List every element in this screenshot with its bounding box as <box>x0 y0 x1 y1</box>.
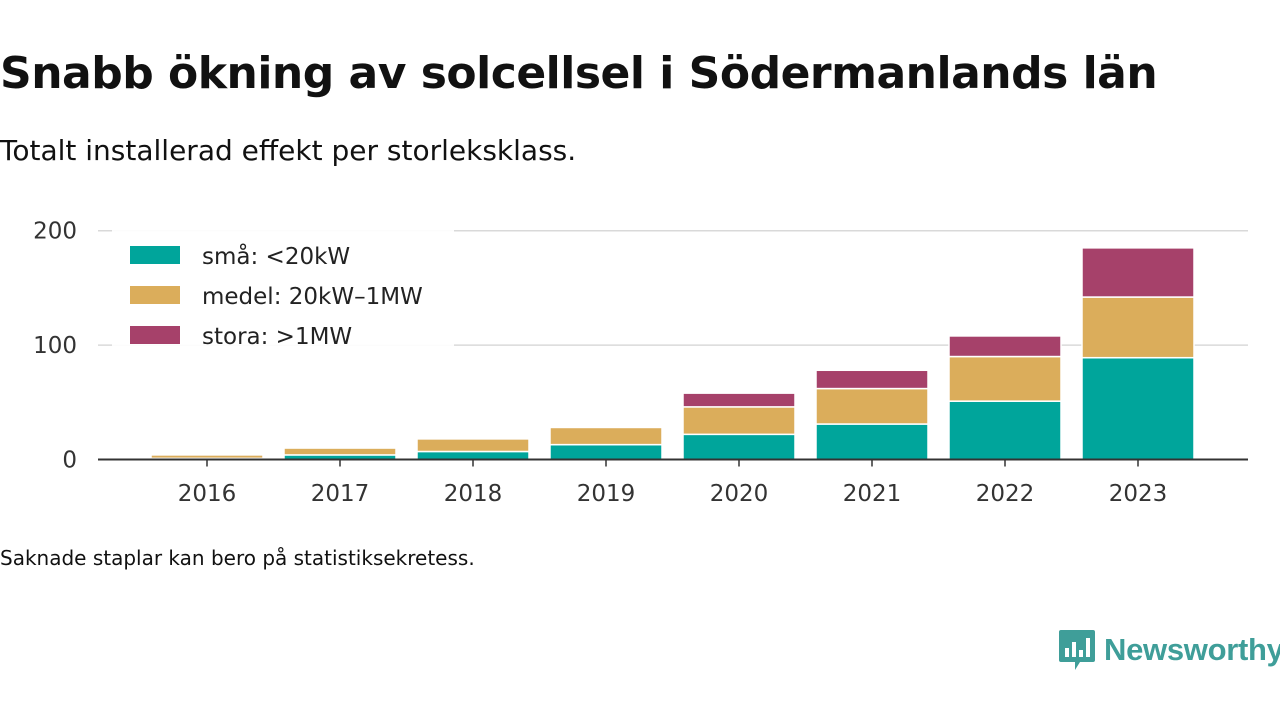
legend-swatch-medium <box>130 286 180 304</box>
y-tick-label: 100 <box>33 333 77 359</box>
newsworthy-logo: Newsworthy <box>1058 628 1280 672</box>
legend-label-small: små: <20kW <box>202 242 350 270</box>
bar-segment <box>549 426 663 446</box>
legend-item-medium: medel: 20kW–1MW <box>130 284 423 310</box>
bar-segment <box>682 433 796 461</box>
x-tick-label: 2019 <box>577 481 636 507</box>
brand-name: Newsworthy <box>1104 632 1280 667</box>
bar-segment <box>948 335 1062 358</box>
newsworthy-logo-icon <box>1059 630 1095 670</box>
legend: små: <20kW medel: 20kW–1MW stora: >1MW <box>112 230 454 350</box>
y-tick-label: 200 <box>33 219 77 245</box>
x-axis-ticks: 2016 2017 2018 2019 2020 2021 2022 2023 <box>178 459 1168 507</box>
bar-segment <box>815 387 929 425</box>
chart-subtitle: Totalt installerad effekt per storlekskl… <box>0 134 577 167</box>
bars <box>150 247 1195 461</box>
x-tick-label: 2016 <box>178 481 237 507</box>
legend-swatch-small <box>130 246 180 264</box>
bar-segment <box>815 423 929 461</box>
x-tick-label: 2022 <box>976 481 1035 507</box>
bar-segment <box>682 392 796 408</box>
bar-segment <box>1081 356 1195 461</box>
bar-segment <box>549 443 663 461</box>
y-axis-tick-labels: 0 100 200 <box>33 219 77 474</box>
bar-segment <box>1081 296 1195 359</box>
x-tick-label: 2020 <box>710 481 769 507</box>
legend-item-large: stora: >1MW <box>130 324 352 350</box>
footnote: Saknade staplar kan bero på statistiksek… <box>0 546 475 570</box>
stacked-bar-chart: 0 100 200 2016 2017 2018 2019 2020 2021 2022 2023… <box>33 219 1248 507</box>
x-tick-label: 2021 <box>843 481 902 507</box>
x-tick-label: 2023 <box>1109 481 1168 507</box>
legend-item-small: små: <20kW <box>130 242 350 270</box>
bar-segment <box>815 369 929 390</box>
bar-segment <box>416 450 530 461</box>
x-tick-label: 2017 <box>311 481 370 507</box>
y-tick-label: 0 <box>62 448 77 474</box>
bar-segment <box>948 355 1062 402</box>
chart-title: Snabb ökning av solcellsel i Södermanlan… <box>0 48 1158 99</box>
bar-segment <box>948 400 1062 461</box>
legend-swatch-large <box>130 326 180 344</box>
bar-segment <box>682 406 796 436</box>
x-tick-label: 2018 <box>444 481 503 507</box>
bar-segment <box>283 447 397 456</box>
bar-segment <box>1081 247 1195 298</box>
bar-segment <box>150 454 264 460</box>
legend-label-medium: medel: 20kW–1MW <box>202 284 423 310</box>
legend-label-large: stora: >1MW <box>202 324 352 350</box>
bar-segment <box>416 438 530 453</box>
